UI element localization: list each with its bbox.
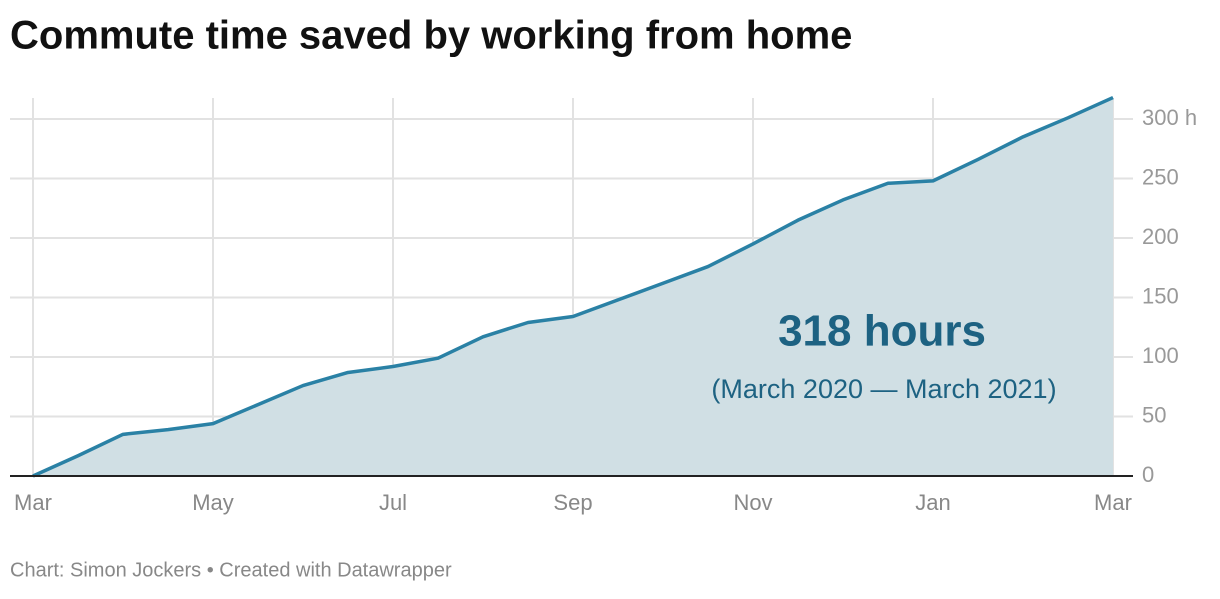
x-tick-label: Jul: [379, 490, 407, 515]
y-tick-label: 200: [1142, 224, 1179, 249]
x-tick-label: Nov: [733, 490, 772, 515]
footer: Chart: Simon Jockers • Created with Data…: [10, 559, 452, 581]
annotation: 318 hours: [778, 307, 986, 356]
y-tick-label: 250: [1142, 164, 1179, 189]
x-tick-label: Mar: [14, 490, 52, 515]
x-tick-label: Mar: [1094, 490, 1132, 515]
y-tick-label: 100: [1142, 343, 1179, 368]
y-tick-label: 300 h: [1142, 105, 1197, 130]
chart-title: Commute time saved by working from home: [10, 14, 852, 58]
x-tick-label: Jan: [915, 490, 950, 515]
y-tick-label: 50: [1142, 402, 1166, 427]
x-tick-label: Sep: [553, 490, 592, 515]
x-tick-label: May: [192, 490, 234, 515]
line: [32, 95, 1114, 478]
area: [33, 97, 1113, 476]
y-tick-label: 150: [1142, 283, 1179, 308]
y-tick-label: 0: [1142, 462, 1154, 487]
annotation: (March 2020 — March 2021): [711, 374, 1056, 404]
